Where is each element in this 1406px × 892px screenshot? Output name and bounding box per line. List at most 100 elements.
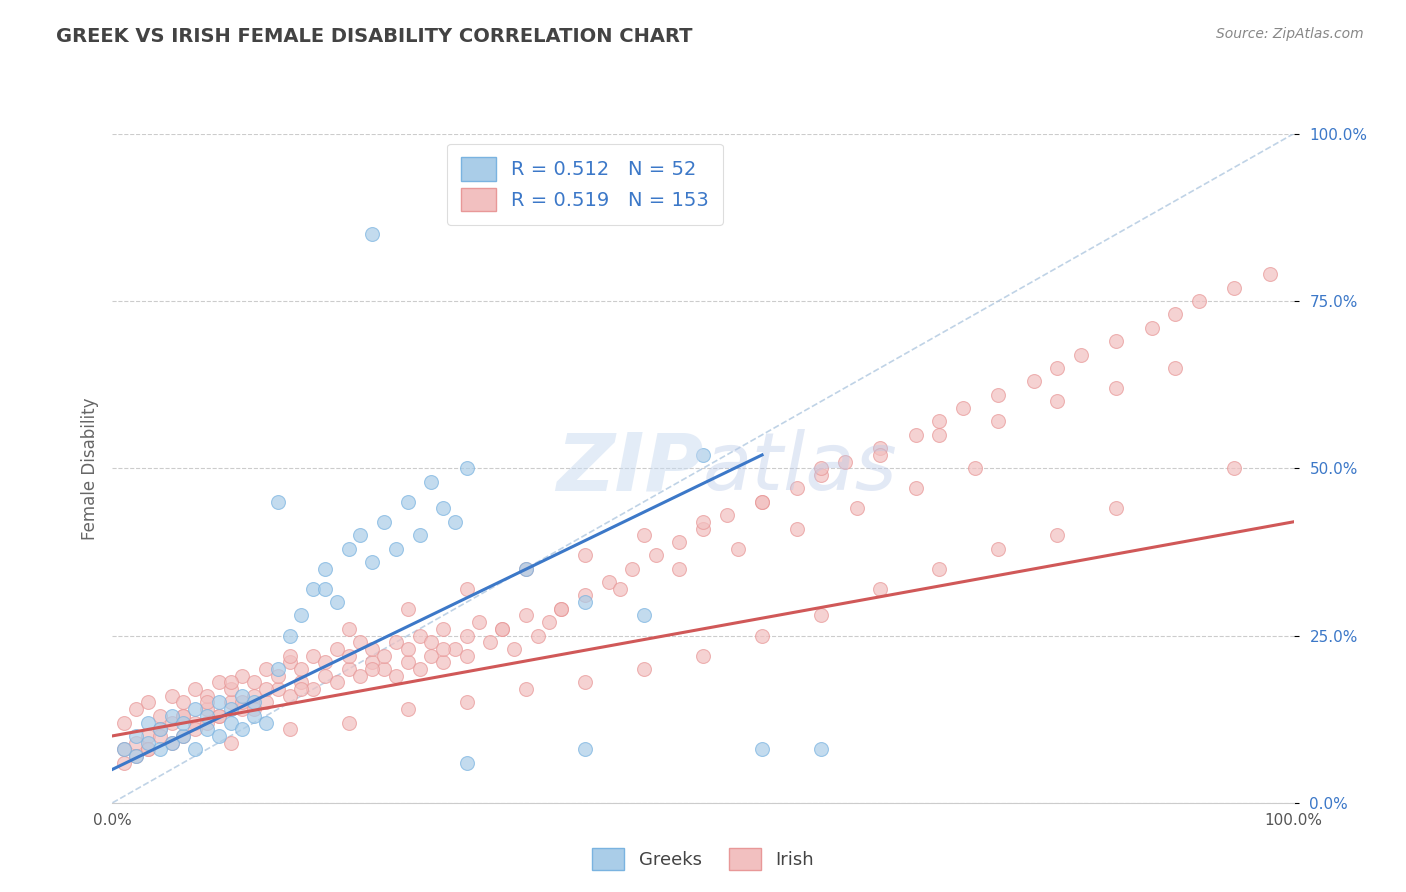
Y-axis label: Female Disability: Female Disability: [80, 397, 98, 540]
Text: ZIP: ZIP: [555, 429, 703, 508]
Point: [337, 622, 360, 636]
Point: [136, 696, 159, 710]
Point: [136, 729, 159, 743]
Point: [373, 648, 395, 663]
Point: [515, 562, 537, 576]
Point: [337, 648, 360, 663]
Point: [1105, 334, 1128, 349]
Point: [1022, 375, 1045, 389]
Point: [1164, 361, 1187, 376]
Point: [302, 648, 325, 663]
Point: [786, 482, 808, 496]
Point: [574, 548, 596, 563]
Point: [987, 415, 1010, 429]
Point: [231, 669, 253, 683]
Point: [160, 715, 183, 730]
Point: [1046, 528, 1069, 542]
Point: [633, 608, 655, 623]
Point: [208, 675, 231, 690]
Point: [456, 756, 478, 770]
Point: [373, 662, 395, 676]
Point: [219, 702, 242, 716]
Point: [278, 655, 301, 669]
Point: [136, 742, 159, 756]
Point: [208, 708, 231, 723]
Point: [184, 742, 207, 756]
Point: [125, 749, 148, 764]
Point: [195, 689, 218, 703]
Point: [456, 696, 478, 710]
Point: [219, 735, 242, 749]
Point: [479, 635, 502, 649]
Point: [112, 715, 135, 730]
Point: [609, 582, 631, 596]
Point: [314, 655, 336, 669]
Point: [574, 595, 596, 609]
Point: [432, 642, 454, 657]
Point: [751, 494, 773, 508]
Point: [692, 521, 714, 535]
Point: [633, 528, 655, 542]
Point: [692, 448, 714, 462]
Point: [160, 689, 183, 703]
Point: [869, 582, 891, 596]
Point: [112, 742, 135, 756]
Point: [869, 448, 891, 462]
Point: [184, 681, 207, 696]
Point: [254, 696, 277, 710]
Point: [692, 515, 714, 529]
Point: [278, 723, 301, 737]
Point: [208, 708, 231, 723]
Point: [231, 696, 253, 710]
Point: [149, 723, 172, 737]
Point: [845, 501, 868, 516]
Point: [254, 681, 277, 696]
Point: [574, 589, 596, 603]
Point: [1046, 394, 1069, 409]
Point: [1105, 381, 1128, 395]
Point: [810, 742, 832, 756]
Point: [208, 696, 231, 710]
Point: [444, 642, 467, 657]
Point: [278, 689, 301, 703]
Point: [231, 689, 253, 703]
Point: [243, 708, 266, 723]
Point: [208, 729, 231, 743]
Point: [727, 541, 749, 556]
Point: [326, 675, 349, 690]
Point: [267, 681, 290, 696]
Point: [1258, 268, 1281, 282]
Point: [928, 415, 950, 429]
Point: [810, 461, 832, 475]
Point: [491, 622, 513, 636]
Point: [1188, 294, 1211, 309]
Point: [278, 648, 301, 663]
Point: [408, 628, 430, 642]
Point: [349, 528, 371, 542]
Point: [467, 615, 489, 630]
Point: [633, 662, 655, 676]
Point: [1164, 307, 1187, 322]
Point: [290, 662, 312, 676]
Point: [326, 642, 349, 657]
Point: [987, 388, 1010, 402]
Point: [550, 602, 572, 616]
Point: [243, 689, 266, 703]
Point: [621, 562, 644, 576]
Legend: Greeks, Irish: Greeks, Irish: [581, 837, 825, 880]
Point: [810, 468, 832, 483]
Point: [267, 662, 290, 676]
Point: [195, 715, 218, 730]
Point: [432, 501, 454, 516]
Text: Source: ZipAtlas.com: Source: ZipAtlas.com: [1216, 27, 1364, 41]
Point: [195, 702, 218, 716]
Point: [337, 662, 360, 676]
Point: [149, 723, 172, 737]
Point: [396, 655, 419, 669]
Point: [112, 742, 135, 756]
Point: [231, 723, 253, 737]
Point: [172, 708, 194, 723]
Point: [254, 662, 277, 676]
Point: [231, 702, 253, 716]
Point: [195, 708, 218, 723]
